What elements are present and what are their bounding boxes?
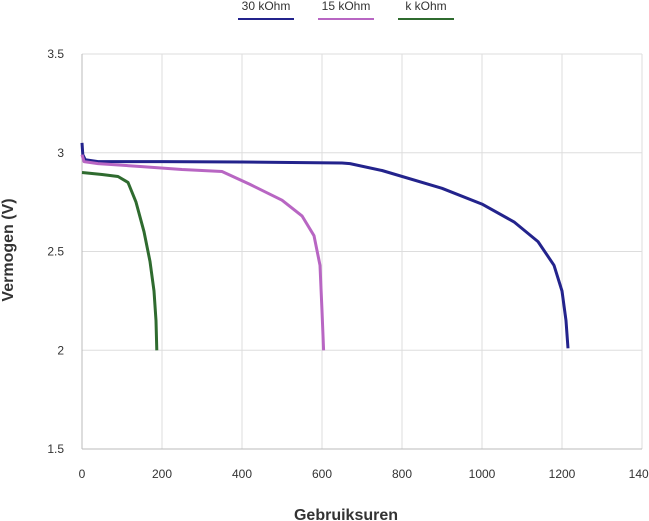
y-tick-label: 3.5: [47, 47, 64, 61]
x-tick-label: 1400: [629, 467, 649, 481]
x-tick-label: 0: [79, 467, 86, 481]
x-tick-label: 1000: [469, 467, 496, 481]
x-tick-label: 1200: [549, 467, 576, 481]
x-tick-label: 800: [392, 467, 412, 481]
y-tick-label: 3: [57, 146, 64, 160]
legend-label-k-kohm: k kOhm: [405, 0, 446, 13]
legend-item-30-kohm: 30 kOhm: [238, 0, 294, 20]
x-tick-label: 200: [152, 467, 172, 481]
y-axis-title: Vermogen (V): [0, 198, 17, 301]
series-line-30-kohm: [80, 142, 570, 349]
series-lines: [80, 142, 570, 351]
x-tick-labels: 0 200 400 600 800 1000 1200 1400: [79, 467, 649, 481]
legend-label-30-kohm: 30 kOhm: [242, 0, 291, 13]
legend-label-15-kohm: 15 kOhm: [322, 0, 371, 13]
series-line-15-kohm: [80, 154, 326, 351]
x-axis-title: Gebruiksuren: [294, 507, 398, 521]
x-tick-label: 600: [312, 467, 332, 481]
legend-item-15-kohm: 15 kOhm: [318, 0, 374, 20]
y-tick-labels: 1.5 2 2.5 3 3.5: [47, 47, 64, 456]
y-tick-label: 2: [57, 343, 64, 357]
y-tick-label: 2.5: [47, 245, 64, 259]
gridlines: [82, 53, 643, 449]
y-tick-label: 1.5: [47, 442, 64, 456]
legend-item-k-kohm: k kOhm: [398, 0, 454, 20]
legend: 30 kOhm 15 kOhm k kOhm: [238, 0, 454, 20]
x-tick-label: 400: [232, 467, 252, 481]
series-line-k-kohm: [81, 171, 159, 351]
